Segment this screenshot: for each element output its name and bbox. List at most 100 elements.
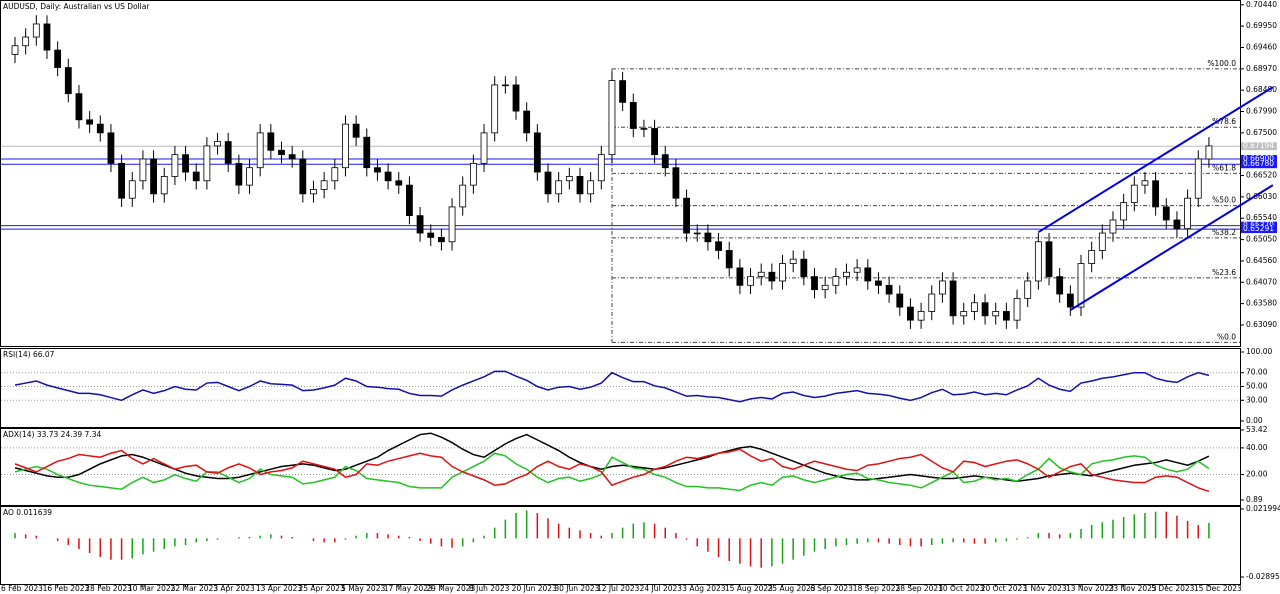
y-tick-label: 0.021994 <box>1246 504 1280 513</box>
candle-body <box>693 232 701 235</box>
x-tick-label: 5 Dec 2023 <box>1151 584 1194 593</box>
panel-frame <box>0 348 1241 428</box>
candle-body <box>32 23 40 38</box>
price-tag <box>1241 142 1277 151</box>
y-tick-label: -0.028953 <box>1246 572 1280 581</box>
candle-body <box>587 180 595 195</box>
candle-body <box>374 167 381 173</box>
candle-body <box>576 176 584 195</box>
candle-body <box>1162 206 1170 221</box>
candle-body <box>427 232 435 238</box>
candle-body <box>725 250 733 269</box>
panel-frame <box>0 0 1241 347</box>
candle-body <box>491 84 499 134</box>
candle-body <box>363 136 371 169</box>
candle-body <box>544 171 552 195</box>
panel-title: RSI(14) 66.07 <box>3 350 55 359</box>
candle-body <box>523 110 531 134</box>
candle-body <box>832 276 840 286</box>
candle-body <box>651 128 658 156</box>
x-tick-label: 12 Jul 2023 <box>597 584 640 593</box>
candle-body <box>246 167 253 186</box>
candle-body <box>352 123 360 138</box>
x-tick-label: 24 Jul 2023 <box>640 584 683 593</box>
y-tick-label: 0.67500 <box>1246 128 1277 137</box>
y-tick-label: 30.00 <box>1246 395 1268 404</box>
candle-body <box>1002 311 1010 321</box>
candle-body <box>619 80 627 103</box>
indicator-line <box>14 452 1210 492</box>
y-tick-label: 100.00 <box>1246 347 1272 356</box>
y-tick-label: 0.64560 <box>1246 256 1277 265</box>
fib-label: %38.2 <box>1212 228 1236 237</box>
candle-body <box>971 302 978 312</box>
candle-body <box>459 184 467 208</box>
candle-body <box>885 284 893 295</box>
candle-body <box>86 119 94 125</box>
candle-body <box>896 293 904 308</box>
panel-title: ADX(14) 33.73 24.39 7.34 <box>3 430 101 439</box>
candle-body <box>704 232 712 243</box>
x-tick-label: 6 Sep 2023 <box>810 584 853 593</box>
candle-body <box>939 280 946 295</box>
price-tag-label: 0.65291 <box>1243 224 1274 233</box>
candle-body <box>235 162 243 186</box>
y-tick-label: 0.64070 <box>1246 277 1277 286</box>
y-tick-label: 0.68970 <box>1246 64 1277 73</box>
candle-body <box>267 132 275 151</box>
candle-body <box>768 271 776 282</box>
price-tag <box>1241 154 1277 163</box>
y-tick-label: 0.66520 <box>1246 171 1277 180</box>
x-tick-label: 3 Apr 2023 <box>213 584 255 593</box>
x-tick-label: 28 Feb 2023 <box>85 584 132 593</box>
x-tick-label: 22 Mar 2023 <box>171 584 219 593</box>
y-tick-label: 0.65050 <box>1246 235 1277 244</box>
candle-body <box>1109 219 1117 234</box>
candle-body <box>406 184 413 217</box>
y-tick-label: 0.67990 <box>1246 107 1277 116</box>
candle-body <box>22 36 30 47</box>
panel-title: AUDUSD, Daily: Australian vs US Dollar <box>3 2 150 11</box>
price-tag <box>1241 160 1277 169</box>
indicator-line <box>14 370 1210 403</box>
candle-body <box>757 271 765 278</box>
y-tick-label: 40.00 <box>1246 443 1268 452</box>
candle-body <box>107 132 115 164</box>
candle-body <box>1013 297 1021 321</box>
candle-body <box>1034 241 1042 282</box>
x-tick-label: 1 Nov 2023 <box>1023 584 1066 593</box>
candle-body <box>1024 280 1032 299</box>
y-tick-label: 0.63090 <box>1246 320 1277 329</box>
panel-frame <box>0 428 1241 506</box>
candle-body <box>565 176 573 182</box>
x-tick-label: 30 Jun 2023 <box>554 584 599 593</box>
candle-body <box>480 132 488 164</box>
x-tick-label: 18 Sep 2023 <box>853 584 901 593</box>
x-tick-label: 15 Dec 2023 <box>1194 584 1242 593</box>
candle-body <box>672 167 680 199</box>
candle-body <box>1152 180 1160 208</box>
x-tick-label: 29 May 2023 <box>426 584 475 593</box>
candle-body <box>1077 263 1085 308</box>
x-tick-label: 15 Aug 2023 <box>725 584 773 593</box>
panel-frame <box>0 506 1241 585</box>
candle-body <box>256 132 264 169</box>
candle-body <box>278 149 285 156</box>
candle-body <box>342 123 349 169</box>
candle-body <box>512 84 520 112</box>
candle-body <box>1056 276 1064 295</box>
candle-body <box>736 267 744 286</box>
candle-body <box>715 241 722 251</box>
candle-body <box>789 258 797 264</box>
x-tick-label: 28 Sep 2023 <box>895 584 943 593</box>
y-tick-label: 0.68480 <box>1246 85 1277 94</box>
fib-label: %0.0 <box>1217 332 1236 341</box>
x-tick-label: 6 Feb 2023 <box>1 584 43 593</box>
candle-body <box>310 189 317 195</box>
candle-body <box>192 171 200 182</box>
candle-body <box>139 158 147 182</box>
candle-body <box>629 101 637 129</box>
candle-body <box>661 154 669 169</box>
candle-body <box>800 258 808 278</box>
